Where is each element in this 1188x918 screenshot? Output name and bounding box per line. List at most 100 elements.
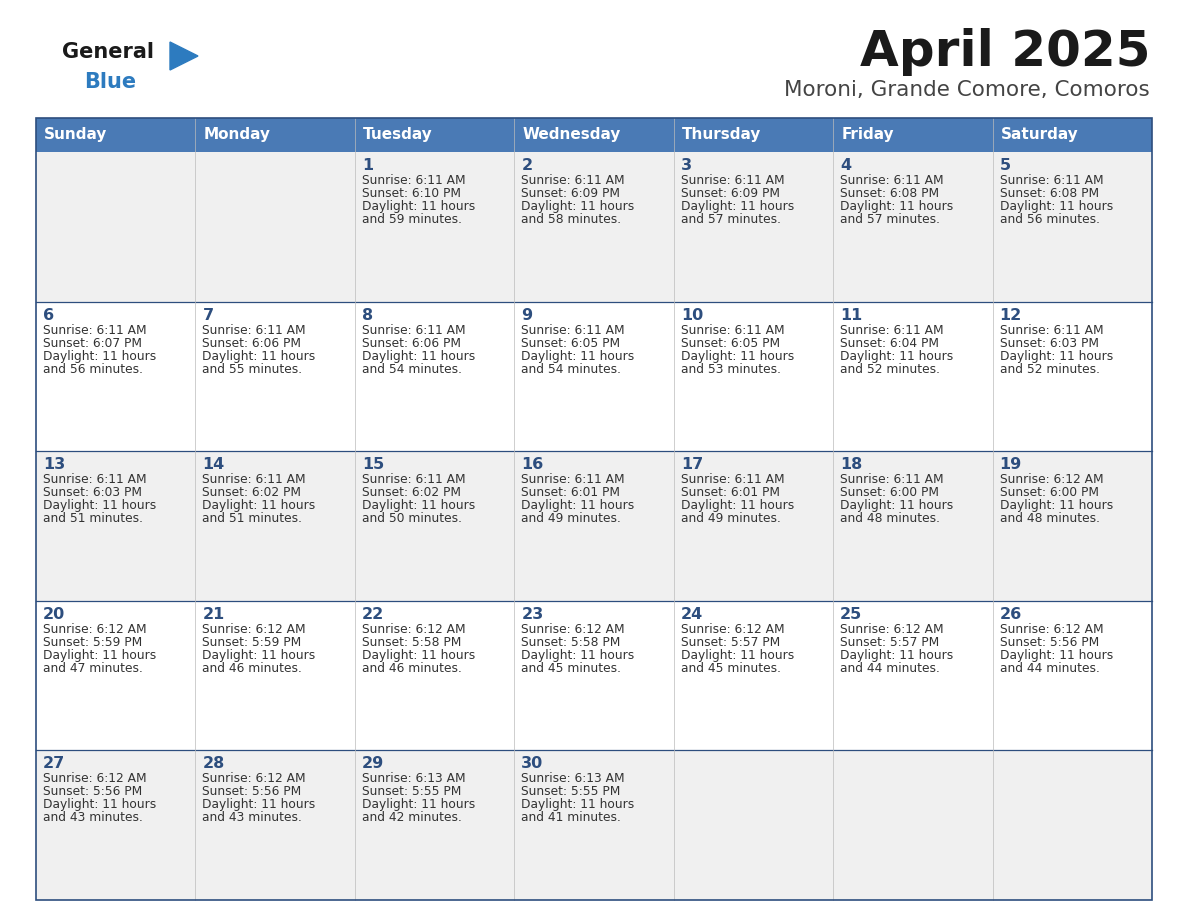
Text: Daylight: 11 hours: Daylight: 11 hours	[202, 499, 316, 512]
Text: Sunset: 5:58 PM: Sunset: 5:58 PM	[362, 636, 461, 649]
Text: 8: 8	[362, 308, 373, 322]
Text: April 2025: April 2025	[859, 28, 1150, 76]
Text: and 50 minutes.: and 50 minutes.	[362, 512, 462, 525]
Text: and 48 minutes.: and 48 minutes.	[999, 512, 1100, 525]
Text: 7: 7	[202, 308, 214, 322]
Text: Daylight: 11 hours: Daylight: 11 hours	[43, 499, 157, 512]
Text: Sunset: 6:07 PM: Sunset: 6:07 PM	[43, 337, 143, 350]
Text: Daylight: 11 hours: Daylight: 11 hours	[999, 350, 1113, 363]
Text: Daylight: 11 hours: Daylight: 11 hours	[522, 649, 634, 662]
Text: Daylight: 11 hours: Daylight: 11 hours	[522, 200, 634, 213]
Text: Daylight: 11 hours: Daylight: 11 hours	[840, 649, 954, 662]
Text: 10: 10	[681, 308, 703, 322]
Bar	[36, 452, 1152, 600]
Text: Sunset: 6:10 PM: Sunset: 6:10 PM	[362, 187, 461, 200]
Text: Monday: Monday	[203, 128, 271, 142]
Text: Sunday: Sunday	[44, 128, 107, 142]
Text: and 43 minutes.: and 43 minutes.	[202, 812, 302, 824]
Text: 23: 23	[522, 607, 544, 621]
Text: Daylight: 11 hours: Daylight: 11 hours	[202, 799, 316, 812]
Text: and 51 minutes.: and 51 minutes.	[202, 512, 303, 525]
Text: Daylight: 11 hours: Daylight: 11 hours	[522, 799, 634, 812]
Text: Sunset: 6:02 PM: Sunset: 6:02 PM	[362, 487, 461, 499]
Text: and 44 minutes.: and 44 minutes.	[999, 662, 1099, 675]
Text: Sunrise: 6:11 AM: Sunrise: 6:11 AM	[202, 324, 307, 337]
Text: Tuesday: Tuesday	[362, 128, 432, 142]
Text: and 44 minutes.: and 44 minutes.	[840, 662, 940, 675]
Text: 14: 14	[202, 457, 225, 472]
Text: 24: 24	[681, 607, 703, 621]
Text: Sunset: 5:59 PM: Sunset: 5:59 PM	[43, 636, 143, 649]
Text: 28: 28	[202, 756, 225, 771]
Text: Sunset: 5:56 PM: Sunset: 5:56 PM	[43, 786, 143, 799]
Text: Daylight: 11 hours: Daylight: 11 hours	[362, 649, 475, 662]
Text: 9: 9	[522, 308, 532, 322]
Text: Daylight: 11 hours: Daylight: 11 hours	[840, 350, 954, 363]
Text: and 51 minutes.: and 51 minutes.	[43, 512, 143, 525]
Text: and 47 minutes.: and 47 minutes.	[43, 662, 143, 675]
Text: and 49 minutes.: and 49 minutes.	[681, 512, 781, 525]
Text: and 43 minutes.: and 43 minutes.	[43, 812, 143, 824]
Text: Sunset: 6:08 PM: Sunset: 6:08 PM	[999, 187, 1099, 200]
Text: Daylight: 11 hours: Daylight: 11 hours	[999, 499, 1113, 512]
Text: Sunrise: 6:11 AM: Sunrise: 6:11 AM	[840, 324, 943, 337]
Text: Sunset: 5:59 PM: Sunset: 5:59 PM	[202, 636, 302, 649]
Text: 2: 2	[522, 158, 532, 173]
Text: Sunrise: 6:12 AM: Sunrise: 6:12 AM	[362, 622, 466, 636]
Text: Daylight: 11 hours: Daylight: 11 hours	[681, 499, 794, 512]
Text: Sunrise: 6:12 AM: Sunrise: 6:12 AM	[522, 622, 625, 636]
Text: Sunset: 5:58 PM: Sunset: 5:58 PM	[522, 636, 620, 649]
Text: 5: 5	[999, 158, 1011, 173]
Bar	[36, 152, 1152, 302]
Text: 4: 4	[840, 158, 852, 173]
Text: Sunset: 6:00 PM: Sunset: 6:00 PM	[840, 487, 940, 499]
Text: 3: 3	[681, 158, 691, 173]
Text: Thursday: Thursday	[682, 128, 762, 142]
Text: Sunset: 6:01 PM: Sunset: 6:01 PM	[681, 487, 779, 499]
Text: Sunrise: 6:11 AM: Sunrise: 6:11 AM	[681, 324, 784, 337]
Text: Sunrise: 6:11 AM: Sunrise: 6:11 AM	[362, 473, 466, 487]
Text: Daylight: 11 hours: Daylight: 11 hours	[362, 350, 475, 363]
Text: and 59 minutes.: and 59 minutes.	[362, 213, 462, 226]
Text: 29: 29	[362, 756, 384, 771]
Text: Sunset: 6:09 PM: Sunset: 6:09 PM	[522, 187, 620, 200]
Text: Sunset: 6:05 PM: Sunset: 6:05 PM	[681, 337, 779, 350]
Text: and 41 minutes.: and 41 minutes.	[522, 812, 621, 824]
Text: and 45 minutes.: and 45 minutes.	[681, 662, 781, 675]
Text: Sunset: 6:01 PM: Sunset: 6:01 PM	[522, 487, 620, 499]
Text: 17: 17	[681, 457, 703, 472]
Text: Sunset: 5:55 PM: Sunset: 5:55 PM	[362, 786, 461, 799]
Text: Sunset: 6:03 PM: Sunset: 6:03 PM	[43, 487, 143, 499]
Text: Sunrise: 6:13 AM: Sunrise: 6:13 AM	[522, 772, 625, 786]
Text: Sunrise: 6:11 AM: Sunrise: 6:11 AM	[522, 174, 625, 187]
Text: 19: 19	[999, 457, 1022, 472]
Text: Sunrise: 6:11 AM: Sunrise: 6:11 AM	[362, 324, 466, 337]
Text: Sunrise: 6:12 AM: Sunrise: 6:12 AM	[999, 473, 1104, 487]
Text: and 54 minutes.: and 54 minutes.	[362, 363, 462, 375]
Text: Sunrise: 6:12 AM: Sunrise: 6:12 AM	[43, 772, 146, 786]
Text: Daylight: 11 hours: Daylight: 11 hours	[522, 499, 634, 512]
Text: Daylight: 11 hours: Daylight: 11 hours	[681, 350, 794, 363]
Text: 18: 18	[840, 457, 862, 472]
Text: Sunrise: 6:11 AM: Sunrise: 6:11 AM	[362, 174, 466, 187]
Text: and 49 minutes.: and 49 minutes.	[522, 512, 621, 525]
Text: and 54 minutes.: and 54 minutes.	[522, 363, 621, 375]
Text: Daylight: 11 hours: Daylight: 11 hours	[840, 200, 954, 213]
Text: 11: 11	[840, 308, 862, 322]
Text: Sunrise: 6:11 AM: Sunrise: 6:11 AM	[43, 324, 146, 337]
Text: Sunrise: 6:11 AM: Sunrise: 6:11 AM	[522, 324, 625, 337]
Text: Sunset: 6:05 PM: Sunset: 6:05 PM	[522, 337, 620, 350]
Text: and 53 minutes.: and 53 minutes.	[681, 363, 781, 375]
Bar	[36, 302, 1152, 452]
Text: and 46 minutes.: and 46 minutes.	[202, 662, 302, 675]
Text: Blue: Blue	[84, 72, 137, 92]
Text: 22: 22	[362, 607, 384, 621]
Text: Sunset: 6:03 PM: Sunset: 6:03 PM	[999, 337, 1099, 350]
Text: 12: 12	[999, 308, 1022, 322]
Text: Sunrise: 6:11 AM: Sunrise: 6:11 AM	[681, 174, 784, 187]
Text: and 56 minutes.: and 56 minutes.	[43, 363, 143, 375]
Text: Sunset: 5:56 PM: Sunset: 5:56 PM	[999, 636, 1099, 649]
Text: Sunrise: 6:11 AM: Sunrise: 6:11 AM	[840, 174, 943, 187]
Text: Daylight: 11 hours: Daylight: 11 hours	[999, 649, 1113, 662]
Text: 30: 30	[522, 756, 544, 771]
